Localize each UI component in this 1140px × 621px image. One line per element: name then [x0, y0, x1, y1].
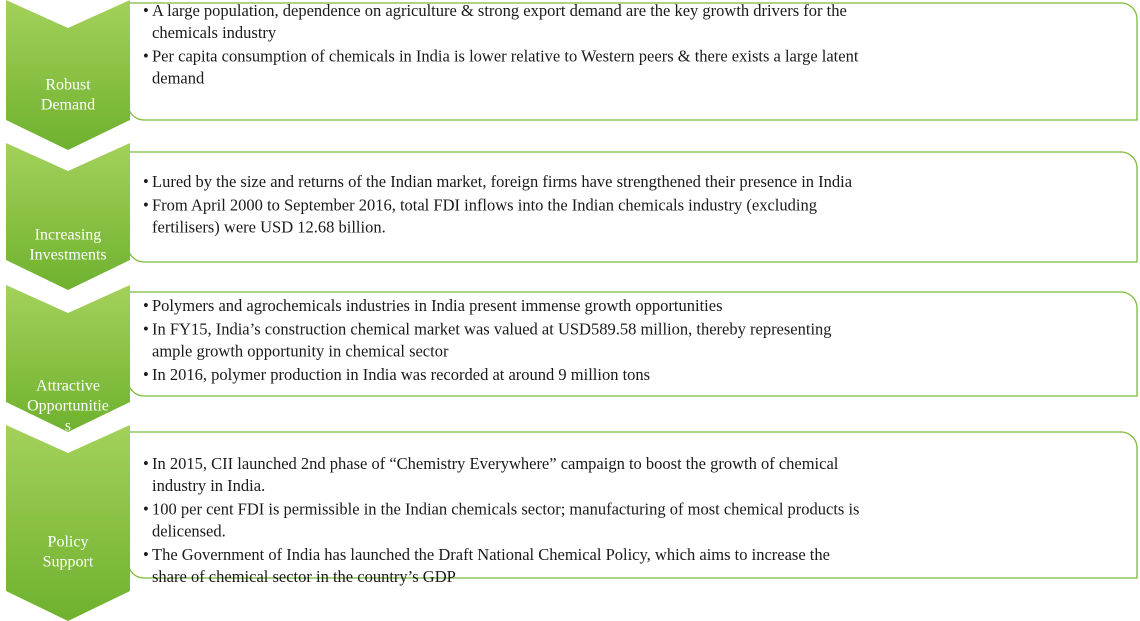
- bullet-dot: •: [143, 499, 149, 518]
- bullet-text: chemicals industry: [152, 23, 277, 42]
- bullet-text: 100 per cent FDI is permissible in the I…: [152, 499, 859, 518]
- bullet-dot: •: [143, 195, 149, 214]
- bullet-text: Polymers and agrochemicals industries in…: [152, 296, 723, 315]
- bullet-dot: •: [143, 46, 149, 65]
- bullet-text: In 2015, CII launched 2nd phase of “Chem…: [152, 454, 839, 473]
- stage-label: Robust: [45, 77, 91, 94]
- stage-label: Support: [43, 554, 94, 571]
- stage-label: Demand: [41, 97, 95, 114]
- bullet-text: share of chemical sector in the country’…: [152, 567, 456, 586]
- chevron: [6, 425, 130, 621]
- bullet-text: The Government of India has launched the…: [152, 545, 830, 564]
- bullet-text: industry in India.: [152, 476, 265, 495]
- stage-label: Policy: [48, 534, 89, 551]
- bullet-dot: •: [143, 319, 149, 338]
- bullet-text: In 2016, polymer production in India was…: [152, 365, 650, 384]
- bullet-text: In FY15, India’s construction chemical m…: [152, 319, 832, 338]
- bullet-dot: •: [143, 296, 149, 315]
- bullet-dot: •: [143, 1, 149, 20]
- stage-label: s: [65, 418, 71, 435]
- stage-label: Investments: [29, 247, 106, 264]
- bullet-text: demand: [152, 68, 205, 87]
- bullet-text: Lured by the size and returns of the Ind…: [152, 172, 853, 191]
- stage-label: Increasing: [35, 227, 102, 244]
- stage-label: Opportunitie: [27, 398, 109, 415]
- bullet-dot: •: [143, 365, 149, 384]
- chevron: [6, 143, 130, 290]
- bullet-text: Per capita consumption of chemicals in I…: [152, 46, 859, 65]
- bullet-text: From April 2000 to September 2016, total…: [152, 195, 817, 214]
- chevron: [6, 285, 130, 432]
- chevron: [6, 0, 130, 150]
- bullet-dot: •: [143, 545, 149, 564]
- bullet-dot: •: [143, 454, 149, 473]
- bullet-text: delicensed.: [152, 521, 226, 540]
- bullet-text: A large population, dependence on agricu…: [152, 1, 847, 20]
- bullet-dot: •: [143, 172, 149, 191]
- stage-label: Attractive: [36, 378, 100, 395]
- bullet-text: ample growth opportunity in chemical sec…: [152, 341, 449, 360]
- bullet-text: fertilisers) were USD 12.68 billion.: [152, 217, 386, 236]
